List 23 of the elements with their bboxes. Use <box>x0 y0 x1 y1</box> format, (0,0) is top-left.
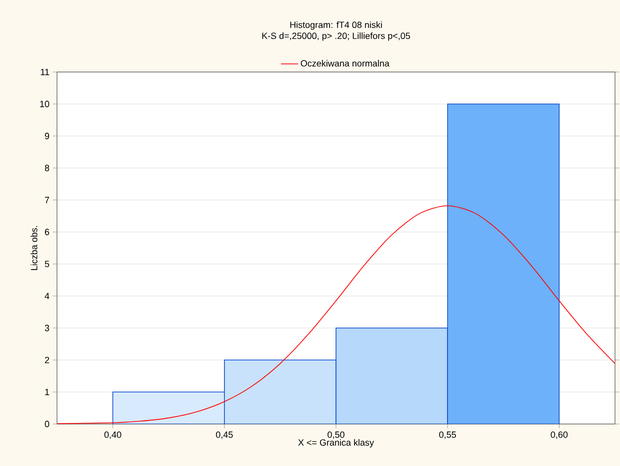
x-tick-label: 0,40 <box>104 431 122 439</box>
chart-subtitle: K-S d=,25000, p> .20; Lilliefors p<,05 <box>262 32 410 41</box>
x-tick-label: 0,45 <box>216 431 233 439</box>
y-tick-label: 2 <box>44 356 50 364</box>
y-axis-title: Liczba obs. <box>30 226 38 270</box>
y-tick-label: 1 <box>45 388 50 396</box>
y-tick-label: 6 <box>44 228 50 236</box>
y-tick-label: 8 <box>44 164 50 172</box>
y-tick-label: 9 <box>44 132 50 140</box>
y-tick-label: 4 <box>44 292 50 300</box>
y-tick-label: 5 <box>44 260 50 268</box>
x-tick-label: 0,50 <box>328 431 344 439</box>
y-tick-label: 3 <box>44 324 50 332</box>
x-tick-label: 0,55 <box>439 431 456 439</box>
chart-title: Histogram: fT4 08 niski <box>290 21 382 30</box>
y-tick-label: 0 <box>44 420 50 428</box>
y-tick-label: 7 <box>44 196 50 204</box>
x-tick-label: 0,60 <box>550 431 568 439</box>
legend-label: Oczekiwana normalna <box>300 60 390 67</box>
y-tick-label: 11 <box>40 68 50 76</box>
line-series <box>57 205 616 424</box>
x-axis-title: X <= Granica klasy <box>298 439 374 448</box>
y-tick-label: 10 <box>40 100 50 108</box>
